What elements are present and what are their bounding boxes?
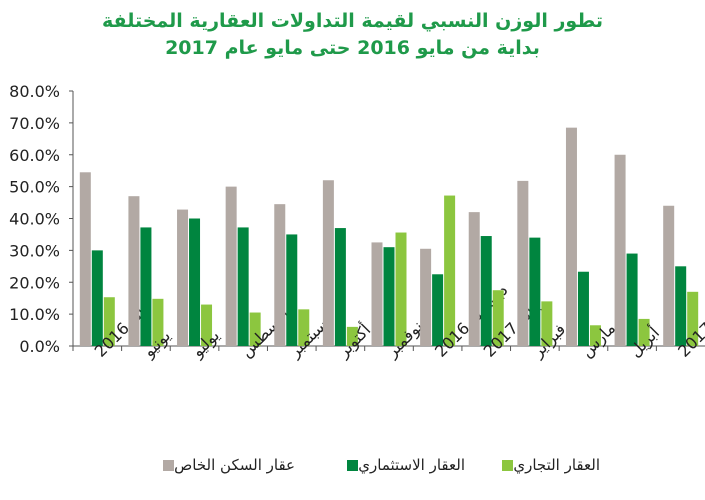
legend-swatch-residential [163, 459, 175, 471]
chart-legend: عقار السكن الخاص العقار الاستثماري العقا… [0, 456, 705, 480]
legend-label-commercial: العقار التجاري [513, 456, 600, 474]
legend-item-residential: عقار السكن الخاص [155, 456, 295, 474]
bar [517, 180, 529, 346]
bar [638, 318, 650, 346]
bar [565, 127, 577, 346]
bar [201, 304, 213, 346]
bar [468, 212, 480, 346]
bar [371, 242, 383, 346]
bar [420, 248, 432, 346]
bar [541, 301, 553, 346]
y-tick-label: 20.0% [9, 273, 60, 292]
bar [103, 297, 115, 346]
y-tick-label: 70.0% [9, 114, 60, 133]
bar [577, 271, 589, 346]
bar [492, 290, 504, 346]
bar [675, 266, 687, 346]
bar [225, 186, 237, 346]
bar [298, 309, 310, 346]
bar [189, 218, 201, 346]
y-tick-label: 30.0% [9, 241, 60, 260]
legend-label-residential: عقار السكن الخاص [174, 456, 295, 474]
bar [152, 298, 164, 346]
chart-title: تطور الوزن النسبي لقيمة التداولات العقار… [0, 8, 705, 62]
legend-item-commercial: العقار التجاري [494, 456, 600, 474]
bar [140, 227, 152, 346]
chart-title-line-1: تطور الوزن النسبي لقيمة التداولات العقار… [102, 10, 603, 32]
legend-swatch-commercial [502, 459, 514, 471]
bar [128, 196, 140, 346]
y-tick-label: 10.0% [9, 305, 60, 324]
bar [589, 325, 601, 346]
bar [383, 247, 395, 346]
y-tick-label: 50.0% [9, 178, 60, 197]
legend-item-investment: العقار الاستثماري [339, 456, 465, 474]
bar [432, 274, 444, 346]
y-tick-label: 60.0% [9, 146, 60, 165]
bar [395, 232, 407, 346]
bar [237, 227, 249, 346]
bar [346, 326, 358, 346]
bar [663, 205, 675, 346]
bar [79, 172, 91, 346]
y-tick-label: 0.0% [19, 337, 60, 356]
bar [249, 312, 261, 346]
legend-swatch-investment [347, 459, 359, 471]
bar [274, 204, 286, 346]
bar [334, 228, 346, 346]
legend-label-investment: العقار الاستثماري [358, 456, 465, 474]
bar [687, 291, 699, 346]
bar [529, 237, 541, 346]
y-tick-label: 80.0% [9, 82, 60, 101]
bar [444, 195, 456, 346]
chart-title-line-2: بداية من مايو 2016 حتى مايو عام 2017 [165, 37, 540, 59]
bar [177, 209, 189, 346]
y-tick-label: 40.0% [9, 210, 60, 229]
bar [480, 236, 492, 346]
bar [614, 154, 626, 346]
bar [322, 180, 334, 346]
bar [286, 234, 298, 346]
bar [91, 250, 103, 346]
bar [626, 253, 638, 346]
